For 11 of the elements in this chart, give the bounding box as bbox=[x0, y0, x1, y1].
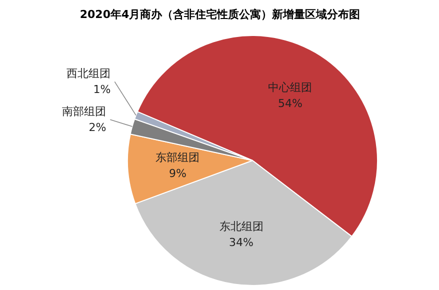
slice-label: 中心组团 bbox=[268, 81, 312, 94]
data-label: 34% bbox=[229, 236, 254, 250]
data-label: 2% bbox=[88, 121, 106, 134]
data-label: 9% bbox=[168, 167, 186, 180]
data-label: 54% bbox=[278, 97, 302, 110]
data-label: 1% bbox=[93, 83, 111, 96]
slice-label: 东部组团 bbox=[156, 151, 200, 164]
slice-label: 东北组团 bbox=[219, 220, 264, 234]
slice-label: 西北组团 bbox=[66, 67, 111, 80]
chart-title: 2020年4月商办（含非住宅性质公寓）新增量区域分布图 bbox=[80, 8, 360, 21]
slice-label: 南部组团 bbox=[62, 105, 106, 118]
